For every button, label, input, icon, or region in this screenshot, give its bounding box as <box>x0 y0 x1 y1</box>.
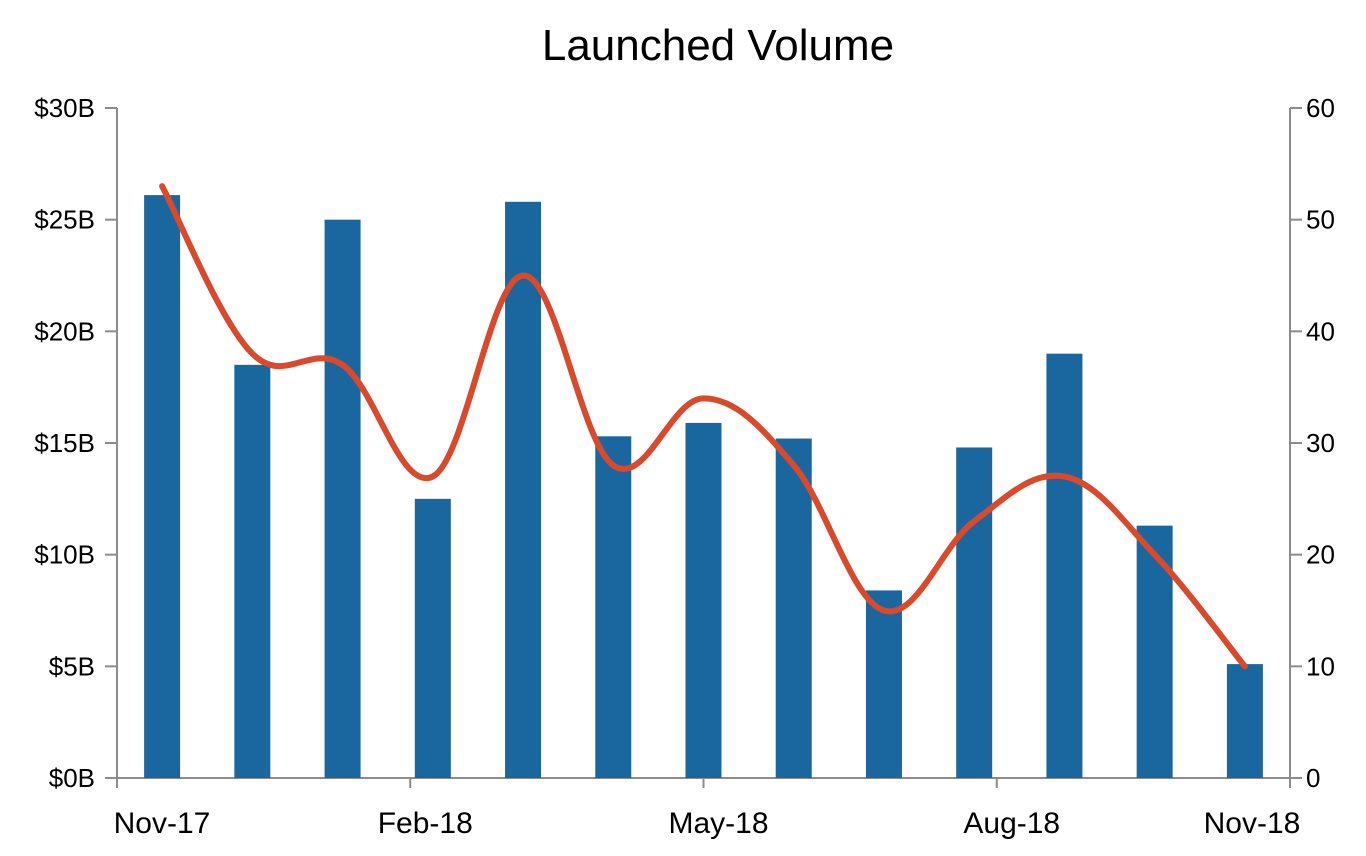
y-right-tick-label: 40 <box>1306 316 1335 346</box>
y-right-tick-label: 60 <box>1306 93 1335 123</box>
bar-aug-18 <box>956 447 993 778</box>
x-tick-label: Aug-18 <box>963 807 1060 840</box>
bar-may-18 <box>685 422 722 778</box>
y-left-tick-label: $25B <box>34 205 95 235</box>
x-tick-label: Nov-18 <box>1204 807 1301 840</box>
bar-nov-18 <box>1226 664 1263 778</box>
x-tick-label: Feb-18 <box>378 807 473 840</box>
bar-dec-17 <box>234 364 271 778</box>
bar-apr-18 <box>595 436 632 778</box>
bars-layer <box>144 195 1263 779</box>
y-left-tick-label: $5B <box>49 651 95 681</box>
y-right-tick-label: 10 <box>1306 651 1335 681</box>
bar-jan-18 <box>324 219 361 778</box>
y-right-tick-label: 20 <box>1306 540 1335 570</box>
y-right-tick-label: 30 <box>1306 428 1335 458</box>
line-layer <box>159 183 1248 670</box>
y-left-tick-label: $15B <box>34 428 95 458</box>
y-left-tick-label: $30B <box>34 93 95 123</box>
y-left-tick-label: $20B <box>34 316 95 346</box>
y-left-tick-label: $10B <box>34 540 95 570</box>
bar-oct-18 <box>1136 525 1173 778</box>
bar-mar-18 <box>505 201 542 779</box>
y-right-tick-label: 50 <box>1306 205 1335 235</box>
line-series <box>159 183 1248 670</box>
bar-jul-18 <box>865 590 902 778</box>
labels-layer: $0B $5B $10B $15B $20B $25B $30B 0 10 20 30 40 50 60 N… <box>34 93 1335 840</box>
bar-nov-17 <box>144 195 181 779</box>
chart-title: Launched Volume <box>542 21 894 70</box>
bar-jun-18 <box>775 438 812 778</box>
bar-feb-18 <box>414 498 451 778</box>
y-left-tick-label: $0B <box>49 763 95 793</box>
y-right-tick-label: 0 <box>1306 763 1320 793</box>
x-tick-label: May-18 <box>668 807 768 840</box>
x-tick-label: Nov-17 <box>114 807 211 840</box>
bar-sep-18 <box>1046 353 1083 778</box>
